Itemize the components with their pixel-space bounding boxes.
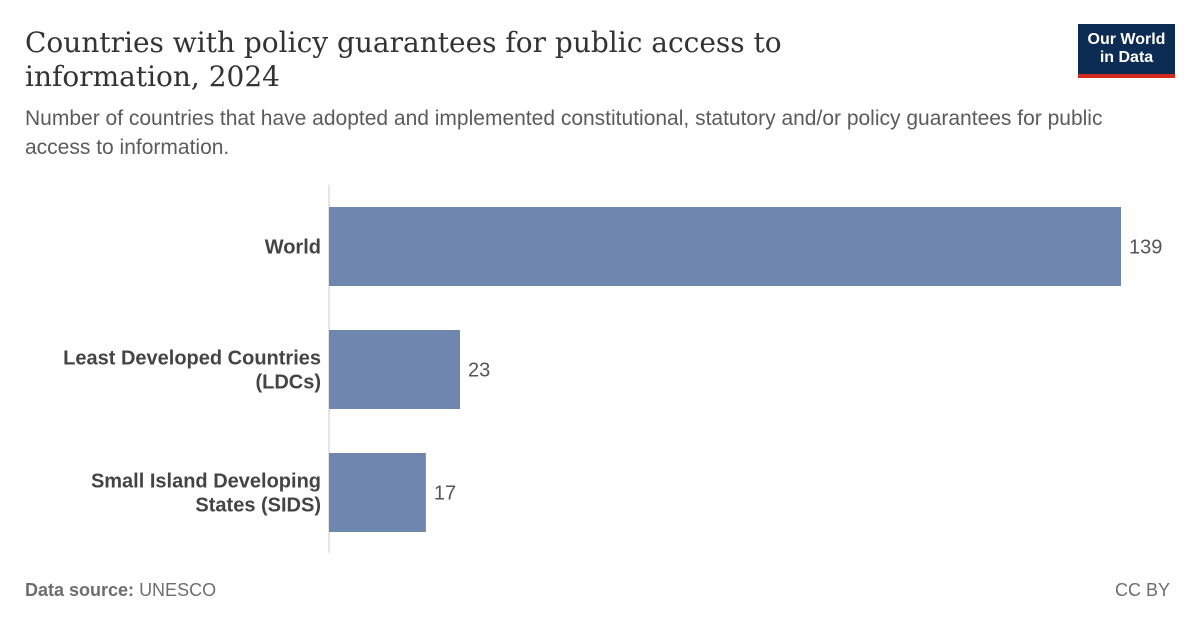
logo-line-1: Our World xyxy=(1087,31,1166,48)
category-label-line: Small Island Developing xyxy=(91,471,321,493)
license-link[interactable]: CC BY xyxy=(1114,580,1170,600)
chart-title: Countries with policy guarantees for pub… xyxy=(25,26,782,93)
logo-line-2: in Data xyxy=(1099,49,1154,66)
bar-chart: 139 World 23 Least Developed Countries (LDCs… xyxy=(63,185,1162,553)
data-source: Data source: UNESCO xyxy=(25,580,216,601)
data-source-value[interactable]: UNESCO xyxy=(139,580,217,600)
category-label-line: Least Developed Countries xyxy=(63,348,321,370)
value-label-0: 139 xyxy=(1129,237,1162,259)
owid-logo[interactable]: Our World in Data xyxy=(1078,24,1175,78)
chart-subtitle: Number of countries that have adopted an… xyxy=(25,107,1103,159)
category-label-2: Small Island Developing States (SIDS) xyxy=(91,471,321,517)
bar-0[interactable] xyxy=(329,207,1121,286)
category-label-line: World xyxy=(265,237,321,259)
bar-1[interactable] xyxy=(329,330,461,409)
category-label-1: Least Developed Countries (LDCs) xyxy=(63,348,321,394)
data-source-label: Data source: xyxy=(25,580,135,600)
category-label-line: (LDCs) xyxy=(255,372,321,394)
value-label-1: 23 xyxy=(468,360,490,382)
bar-2[interactable] xyxy=(329,453,426,532)
category-label-line: States (SIDS) xyxy=(195,495,321,517)
category-label-0: World xyxy=(265,237,321,259)
value-label-2: 17 xyxy=(434,483,456,505)
